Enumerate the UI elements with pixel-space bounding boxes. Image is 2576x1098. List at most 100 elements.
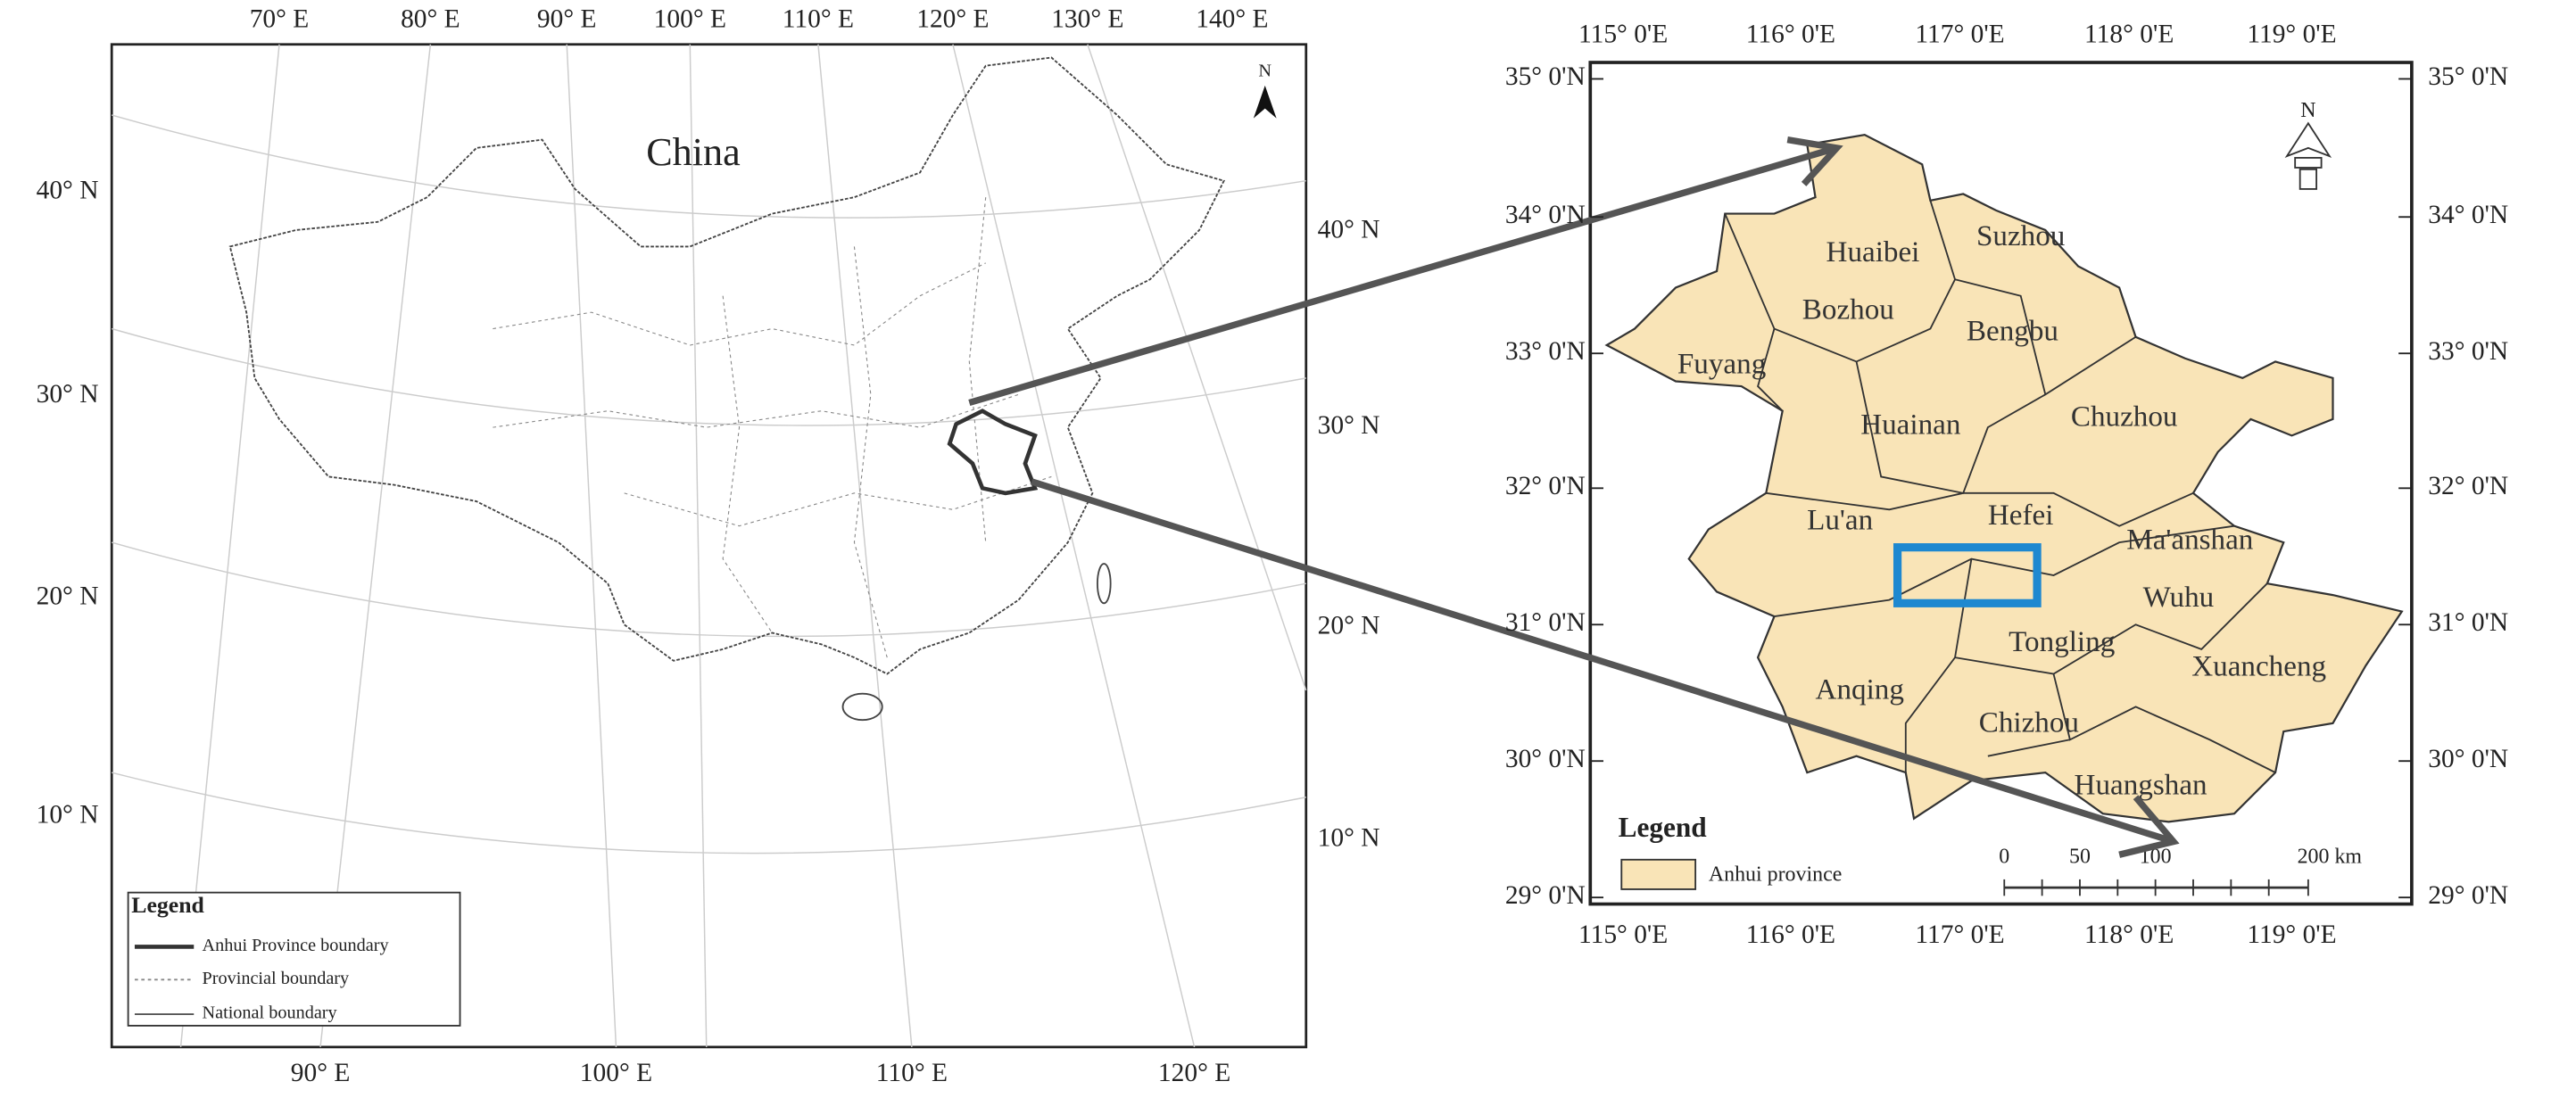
- right-tick-label: 33° 0'N: [2428, 337, 2508, 366]
- scale-label: 200 km: [2298, 845, 2363, 868]
- graticule-line: [112, 772, 1306, 854]
- china-boundary: [228, 56, 1226, 675]
- top-tick-label: 110° E: [783, 5, 854, 34]
- top-tick-label: 130° E: [1051, 5, 1123, 34]
- city-label: Huainan: [1860, 409, 1961, 442]
- city-label: Bozhou: [1802, 293, 1894, 326]
- arrow: [968, 144, 1838, 407]
- legend-item: Provincial boundary: [202, 969, 350, 988]
- graticule-line: [1087, 44, 1307, 691]
- left-map: China N Legend Anhui Province boundary P…: [110, 43, 1308, 1049]
- city-line: [2052, 673, 2276, 773]
- left-tick-label: 30° 0'N: [1505, 745, 1586, 773]
- north-label: N: [2300, 99, 2315, 122]
- province-line: [624, 475, 1052, 527]
- hainan: [841, 692, 883, 722]
- city-label: Huaibei: [1826, 235, 1920, 268]
- legend-item: Anhui Province boundary: [202, 936, 389, 955]
- legend-box: [127, 891, 461, 1027]
- top-tick-label: 115° 0'E: [1578, 20, 1668, 48]
- right-tick-label: 40° N: [1318, 216, 1380, 244]
- city-label: Chuzhou: [2071, 400, 2178, 433]
- provincial-boundaries: [493, 197, 1052, 658]
- city-line: [1774, 524, 2235, 617]
- left-tick-label: 20° N: [37, 582, 99, 611]
- top-tick-label: 140° E: [1196, 5, 1268, 34]
- city-line: [1954, 278, 2047, 395]
- province-line: [722, 295, 773, 633]
- left-tick-label: 35° 0'N: [1505, 62, 1586, 91]
- left-tick-label: 29° 0'N: [1505, 881, 1586, 910]
- city-line: [1904, 558, 1973, 773]
- top-tick-label: 80° E: [401, 5, 460, 34]
- graticule-line: [689, 44, 708, 1047]
- city-label: Bengbu: [1967, 315, 2058, 348]
- province-line: [493, 393, 1019, 428]
- bottom-tick-label: 118° 0'E: [2084, 921, 2174, 949]
- zoom-arrows: [968, 136, 2180, 858]
- north-arrow-part: [2294, 156, 2323, 169]
- right-tick-label: 32° 0'N: [2428, 472, 2508, 500]
- graticule: [112, 44, 1307, 1048]
- city-line: [1757, 328, 1784, 412]
- graticule-line: [817, 44, 913, 1047]
- city-boundaries: [1724, 200, 2276, 773]
- arrowhead: [2118, 795, 2180, 858]
- left-tick-label: 33° 0'N: [1505, 337, 1586, 366]
- arrowhead: [1786, 136, 1843, 186]
- bottom-tick-label: 119° 0'E: [2247, 921, 2336, 949]
- bottom-tick-label: 120° E: [1158, 1059, 1230, 1087]
- top-tick-label: 90° E: [537, 5, 597, 34]
- taiwan: [1097, 563, 1112, 605]
- legend-item: Anhui province: [1709, 863, 1843, 887]
- graticule-line: [112, 114, 1306, 219]
- right-map: Huaibei Suzhou Bozhou Bengbu Fuyang Huainan Ch…: [1588, 61, 2414, 906]
- city-line: [1855, 335, 2137, 494]
- city-label: Fuyang: [1677, 348, 1766, 381]
- province-line: [968, 197, 987, 543]
- north-arrow: [1253, 85, 1277, 119]
- right-tick-label: 31° 0'N: [2428, 608, 2508, 637]
- legend-title: Legend: [131, 892, 204, 918]
- city-label: Chizhou: [1979, 706, 2079, 739]
- right-tick-label: 30° N: [1318, 411, 1380, 440]
- top-tick-label: 100° E: [654, 5, 726, 34]
- left-tick-label: 31° 0'N: [1505, 608, 1586, 637]
- left-tick-label: 32° 0'N: [1505, 472, 1586, 500]
- city-label: Xuancheng: [2191, 650, 2326, 683]
- city-line: [1987, 739, 2071, 757]
- graticule-line: [112, 327, 1306, 426]
- graticule-line: [952, 44, 1196, 1048]
- city-line: [1954, 582, 2268, 675]
- north-arrow: [2284, 121, 2332, 158]
- city-label: Wuhu: [2143, 581, 2215, 614]
- left-tick-label: 40° N: [37, 176, 99, 204]
- bottom-tick-label: 100° E: [580, 1059, 652, 1087]
- legend-item: National boundary: [202, 1003, 337, 1023]
- scale-label: 0: [1999, 845, 2009, 868]
- left-tick-label: 30° N: [37, 380, 99, 409]
- north-arrow-part: [2299, 168, 2318, 190]
- province-line: [493, 262, 986, 346]
- right-legend: Legend Anhui province: [1619, 812, 1843, 890]
- bottom-tick-label: 116° 0'E: [1746, 921, 1835, 949]
- city-label: Lu'an: [1807, 504, 1873, 537]
- bottom-tick-label: 90° E: [291, 1059, 351, 1087]
- arrow: [1031, 478, 2175, 846]
- legend-swatch: [1620, 858, 1697, 890]
- right-tick-label: 29° 0'N: [2428, 881, 2508, 910]
- north-arrow-icon: [2284, 121, 2332, 190]
- top-tick-label: 117° 0'E: [1915, 20, 2004, 48]
- city-labels: Huaibei Suzhou Bozhou Bengbu Fuyang Huainan Ch…: [1677, 219, 2326, 802]
- graticule-line: [566, 44, 617, 1047]
- legend-title: Legend: [1619, 812, 1708, 843]
- top-tick-label: 120° E: [916, 5, 989, 34]
- tick-labels: 70° E 80° E 90° E 100° E 110° E 120° E 130° E 1…: [37, 5, 2509, 1087]
- top-tick-label: 70° E: [250, 5, 310, 34]
- top-tick-label: 118° 0'E: [2084, 20, 2174, 48]
- city-label: Hefei: [1988, 499, 2054, 532]
- city-label: Suzhou: [1976, 219, 2065, 252]
